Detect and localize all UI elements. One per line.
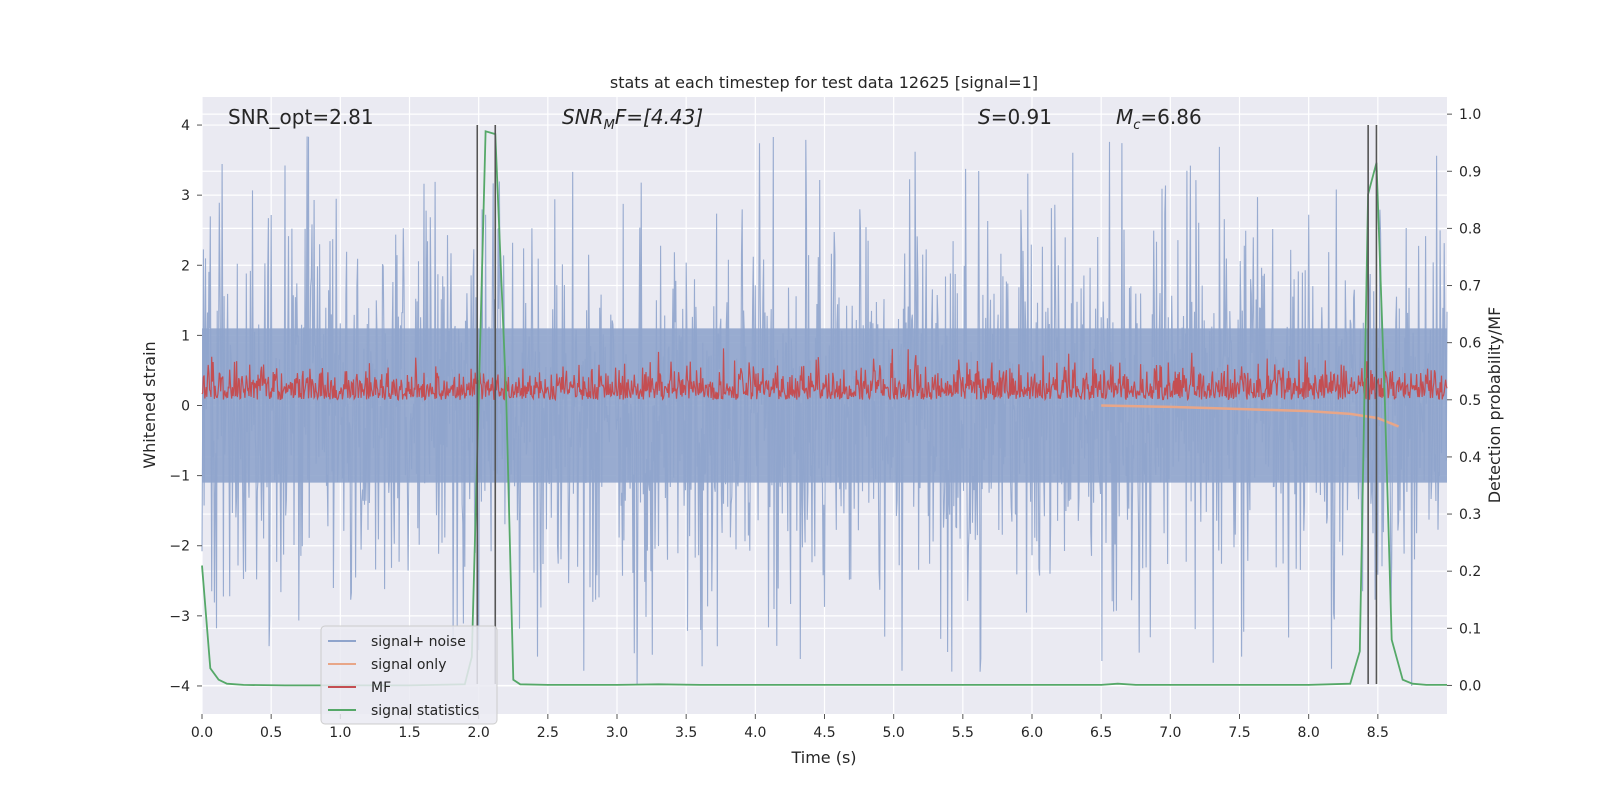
signal-noise-line (201, 136, 1448, 687)
y-tick-label: −1 (169, 469, 190, 485)
y-right-tick-label: 0.7 (1459, 279, 1481, 295)
y-tick-label: 2 (181, 258, 190, 274)
x-tick-label: 1.0 (329, 725, 351, 741)
legend-label: MF (371, 680, 391, 696)
y-tick-label: 3 (181, 188, 190, 204)
y-right-tick-label: 0.9 (1459, 164, 1481, 180)
y-right-axis-label: Detection probability/MF (1485, 307, 1504, 504)
x-tick-label: 2.5 (537, 725, 559, 741)
y-tick-label: −3 (169, 609, 190, 625)
y-right-tick-label: 0.2 (1459, 564, 1481, 580)
y-right-tick-label: 0.5 (1459, 393, 1481, 409)
mc-value: =6.86 (1140, 105, 1201, 129)
legend: signal+ noise signal only MF signal statist… (320, 625, 498, 725)
y-tick-label: 4 (181, 118, 190, 134)
x-tick-label: 3.0 (606, 725, 628, 741)
y-right-tick-label: 0.3 (1459, 507, 1481, 523)
y-axis-label: Whitened strain (140, 341, 159, 468)
y-tick-label: 1 (181, 328, 190, 344)
y-tick-label: 0 (181, 399, 190, 415)
y-right-tick-label: 0.6 (1459, 336, 1481, 352)
s-value: =0.91 (991, 105, 1052, 129)
y-tick-label: −4 (169, 679, 190, 695)
s-variable: S (978, 105, 991, 129)
x-axis-ticks: 0.0 0.5 1.0 1.5 2.0 2.5 3.0 3.5 4.0 4.5 5.0 5.5 6.0 6… (191, 714, 1389, 741)
x-tick-label: 4.0 (744, 725, 766, 741)
x-tick-label: 8.0 (1298, 725, 1320, 741)
y-right-tick-label: 0.4 (1459, 450, 1481, 466)
x-tick-label: 1.5 (398, 725, 420, 741)
s-annotation: S=0.91 (978, 105, 1052, 129)
x-tick-label: 5.0 (883, 725, 905, 741)
y-right-tick-label: 0.8 (1459, 221, 1481, 237)
mc-subscript: c (1133, 118, 1140, 133)
x-tick-label: 0.5 (260, 725, 282, 741)
snr-opt-annotation: SNR_opt=2.81 (228, 105, 374, 129)
y-right-tick-label: 0.0 (1459, 678, 1481, 694)
x-tick-label: 6.0 (1021, 725, 1043, 741)
snr-mf-annotation: SNRMF=[4.43] (562, 105, 703, 133)
y-right-axis-ticks: 1.0 0.9 0.8 0.7 0.6 0.5 0.4 0.3 0.2 0.1 0.0 (1447, 107, 1481, 694)
legend-label: signal only (371, 657, 446, 673)
x-tick-label: 6.5 (1090, 725, 1112, 741)
x-tick-label: 8.5 (1367, 725, 1389, 741)
x-tick-label: 5.5 (952, 725, 974, 741)
mc-annotation: Mc=6.86 (1116, 105, 1202, 133)
y-axis-ticks: 4 3 2 1 0 −1 −2 −3 −4 (169, 118, 202, 695)
snr-mf-suffix: F=[4.43] (615, 105, 703, 129)
chart-title: stats at each timestep for test data 126… (610, 73, 1038, 92)
y-right-tick-label: 1.0 (1459, 107, 1481, 123)
x-tick-label: 4.5 (813, 725, 835, 741)
mc-variable: M (1116, 105, 1133, 129)
legend-label: signal statistics (371, 703, 479, 719)
x-tick-label: 0.0 (191, 725, 213, 741)
x-tick-label: 2.0 (468, 725, 490, 741)
x-axis-label: Time (s) (790, 748, 856, 767)
mf-line (201, 348, 1448, 402)
signal-only-line (1101, 404, 1400, 428)
snr-mf-prefix: SNR (562, 105, 604, 129)
y-right-tick-label: 0.1 (1459, 621, 1481, 637)
x-tick-label: 3.5 (675, 725, 697, 741)
snr-mf-subscript: M (604, 118, 615, 133)
legend-label: signal+ noise (371, 634, 466, 650)
vertical-markers (476, 125, 1378, 684)
y-tick-label: −2 (169, 539, 190, 555)
series-layer (201, 130, 1448, 687)
x-tick-label: 7.5 (1228, 725, 1250, 741)
x-tick-label: 7.0 (1159, 725, 1181, 741)
legend-box (320, 625, 498, 725)
